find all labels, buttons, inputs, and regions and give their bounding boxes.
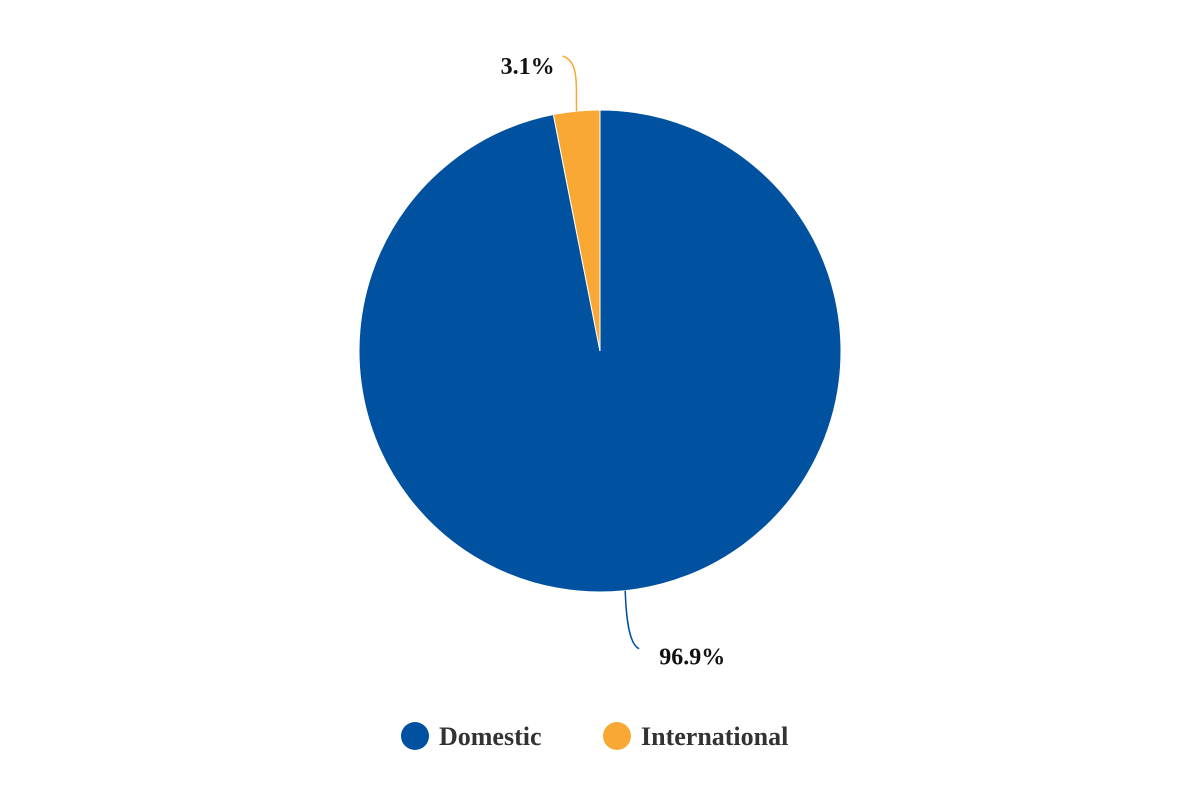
label-connector-international	[562, 55, 578, 112]
legend-item-domestic[interactable]: Domestic	[401, 722, 542, 751]
legend-label-domestic: Domestic	[439, 722, 542, 751]
pie-slices	[358, 109, 842, 593]
label-connectors	[562, 55, 640, 650]
legend-swatch-domestic	[401, 722, 429, 750]
legend-label-international: International	[641, 722, 788, 751]
data-label-international: 3.1%	[501, 54, 555, 80]
legend: Domestic International	[401, 722, 788, 751]
legend-swatch-international	[603, 722, 631, 750]
data-labels: 96.9% 3.1%	[501, 54, 726, 671]
data-label-domestic: 96.9%	[659, 645, 725, 671]
legend-item-international[interactable]: International	[603, 722, 788, 751]
label-connector-domestic	[624, 590, 640, 650]
